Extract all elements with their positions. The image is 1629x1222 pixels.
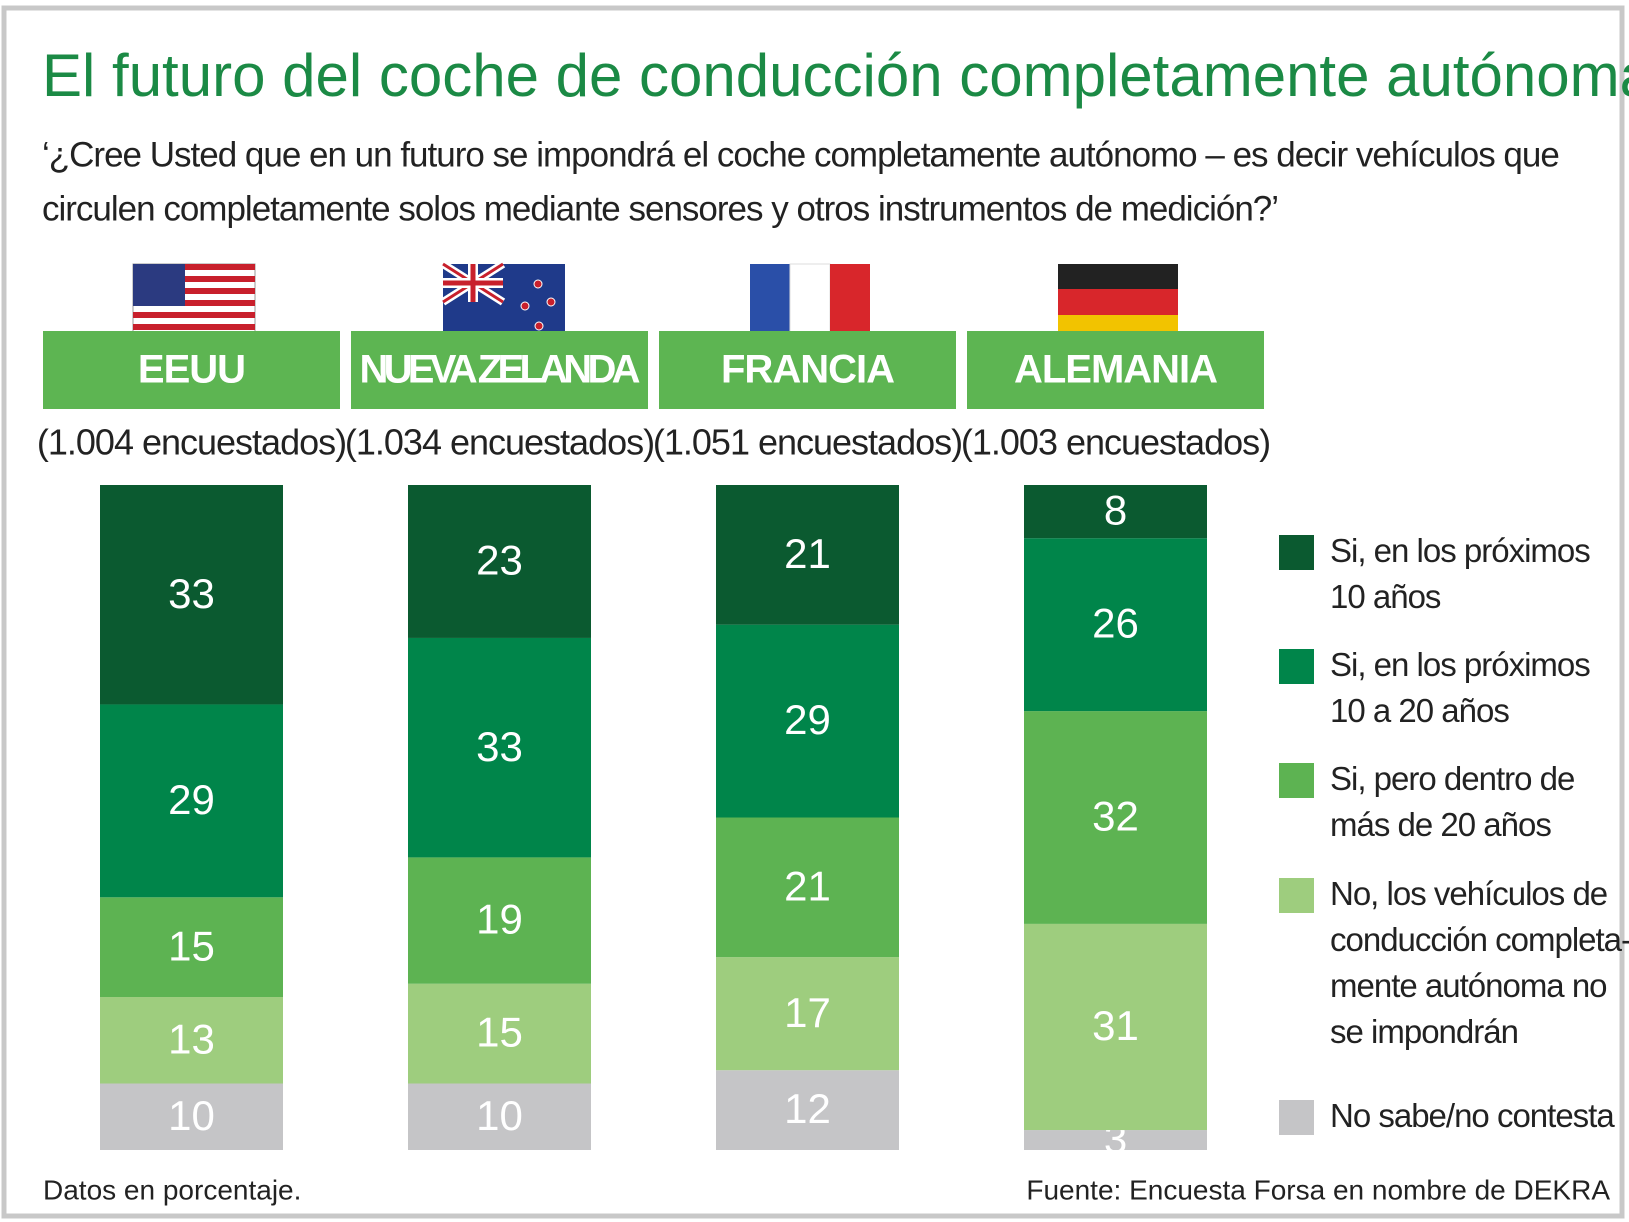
value-label: 33 [476, 723, 523, 770]
bar-segment [408, 857, 591, 984]
category-header [967, 331, 1264, 409]
flag-usa [132, 263, 256, 341]
bar-segment [100, 485, 283, 705]
legend-swatch [1279, 878, 1314, 913]
value-label: 21 [784, 530, 831, 577]
legend-swatch [1279, 1100, 1314, 1135]
value-label: 29 [168, 776, 215, 823]
category-label: NUEVA ZELANDA [360, 348, 640, 392]
bar-segment [1024, 485, 1207, 539]
bar-segment [1024, 711, 1207, 924]
flag-nz [440, 260, 565, 340]
value-label: 13 [168, 1015, 215, 1062]
bar-segment [1024, 538, 1207, 712]
legend-label: Si, pero dentro de más de 20 años [1330, 760, 1574, 843]
bar-segment [716, 957, 899, 1071]
bar-segment [100, 997, 283, 1084]
flags [132, 260, 1178, 341]
value-label: 33 [168, 570, 215, 617]
category-header [659, 331, 956, 409]
value-label: 10 [476, 1092, 523, 1139]
subtitle: ‘¿Cree Usted que en un futuro se impondr… [42, 135, 1559, 174]
bar-segment [100, 1083, 283, 1150]
legend-swatch [1279, 535, 1314, 570]
value-label: 31 [1092, 1002, 1139, 1049]
value-label: 26 [1092, 600, 1139, 647]
category-header [43, 331, 340, 409]
value-label: 10 [168, 1092, 215, 1139]
value-label: 23 [476, 537, 523, 584]
bar-segment [716, 817, 899, 958]
bar-segment [100, 897, 283, 998]
bar-segment [408, 485, 591, 638]
source: Fuente: Encuesta Forsa en nombre de DEKR… [1026, 1174, 1610, 1205]
value-label: 32 [1092, 793, 1139, 840]
respondents-label: (1.003 encuestados) [961, 422, 1270, 463]
respondents-label: (1.051 encuestados) [653, 422, 962, 463]
respondents-label: (1.034 encuestados) [345, 422, 654, 463]
legend-label: No sabe/no contesta [1330, 1097, 1615, 1134]
bar-segment [408, 1083, 591, 1150]
bar-segment [716, 624, 899, 818]
legend-label: Si, en los próximos 10 años [1330, 532, 1590, 615]
bar-segment [716, 1070, 899, 1150]
bar-segment [716, 485, 899, 625]
flag-germany [1058, 264, 1178, 340]
respondents-label: (1.004 encuestados) [37, 422, 346, 463]
category-label: FRANCIA [721, 348, 894, 392]
value-label: 29 [784, 696, 831, 743]
bar-segment [408, 637, 591, 858]
value-label: 15 [168, 922, 215, 969]
category-label: ALEMANIA [1014, 348, 1217, 392]
category-header [351, 331, 648, 409]
subtitle: circulen completamente solos mediante se… [42, 189, 1278, 228]
value-label: 17 [784, 989, 831, 1036]
value-label: 21 [784, 862, 831, 909]
legend-label: Si, en los próximos 10 a 20 años [1330, 646, 1590, 729]
legend-swatch [1279, 649, 1314, 684]
legend-label: No, los vehículos de conducción completa-… [1330, 875, 1629, 1050]
bar-segment [1024, 1130, 1207, 1150]
footnote: Datos en porcentaje. [43, 1174, 301, 1205]
flag-france [750, 263, 870, 341]
value-label: 12 [784, 1085, 831, 1132]
value-label: 19 [476, 896, 523, 943]
bar-segment [100, 704, 283, 898]
value-label: 15 [476, 1009, 523, 1056]
chart-title: El futuro del coche de conducción comple… [42, 42, 1629, 109]
category-label: EEUU [138, 348, 245, 392]
legend-swatch [1279, 763, 1314, 798]
bar-segment [1024, 923, 1207, 1131]
value-label: 8 [1104, 487, 1127, 534]
bar-segment [408, 983, 591, 1084]
